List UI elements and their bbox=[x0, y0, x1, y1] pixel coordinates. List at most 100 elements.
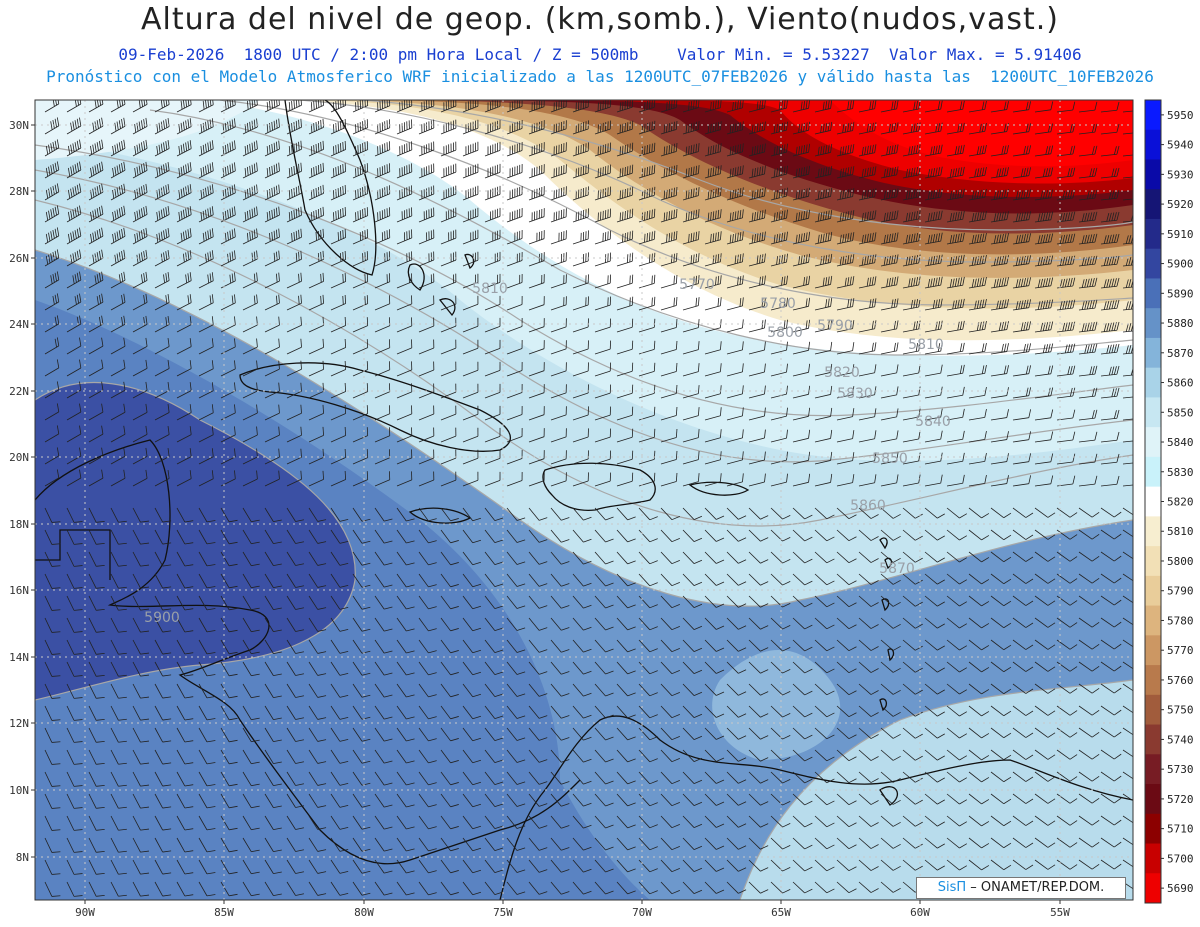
wind-barb bbox=[836, 573, 857, 586]
wind-barb bbox=[572, 208, 589, 223]
wind-barb bbox=[572, 551, 592, 565]
wind-barb bbox=[638, 100, 656, 113]
wind-barb bbox=[770, 749, 791, 762]
wind-barb bbox=[836, 122, 855, 135]
wind-barb bbox=[616, 727, 636, 741]
wind-barb bbox=[946, 232, 965, 245]
wind-barb bbox=[440, 295, 457, 311]
wind-barb bbox=[858, 815, 879, 827]
wind-barb bbox=[792, 507, 813, 520]
wind-barb bbox=[814, 617, 835, 630]
colorbar-label: 5850 bbox=[1167, 406, 1194, 419]
wind-barb bbox=[264, 595, 282, 611]
wind-barb bbox=[198, 470, 214, 487]
wind-barb bbox=[176, 617, 194, 633]
wind-barb bbox=[990, 573, 1012, 585]
wind-barb bbox=[704, 429, 722, 443]
wind-barb bbox=[110, 639, 127, 655]
wind-barb bbox=[374, 100, 391, 113]
wind-barb bbox=[814, 595, 835, 608]
wind-barb bbox=[1012, 365, 1032, 377]
model-run-subtitle: Pronóstico con el Modelo Atmosferico WRF… bbox=[46, 67, 1154, 86]
wind-barb bbox=[1122, 367, 1133, 377]
wind-barb bbox=[814, 319, 833, 333]
wind-barb bbox=[264, 573, 282, 589]
wind-barb bbox=[44, 815, 61, 831]
wind-barb bbox=[286, 206, 302, 223]
wind-barb bbox=[880, 727, 901, 739]
wind-barb bbox=[88, 639, 105, 655]
wind-barb bbox=[770, 771, 791, 784]
wind-barb bbox=[946, 507, 968, 519]
colorbar-swatch bbox=[1145, 397, 1161, 428]
wind-barb bbox=[528, 595, 548, 609]
wind-barb bbox=[748, 165, 766, 179]
wind-barb bbox=[594, 881, 614, 895]
wind-barb bbox=[308, 338, 324, 355]
lat-tick-label: 30N bbox=[9, 119, 29, 132]
wind-barb bbox=[506, 837, 526, 851]
contour-label: 5840 bbox=[915, 414, 951, 430]
wind-barb bbox=[1056, 749, 1078, 760]
wind-barb bbox=[660, 749, 680, 763]
wind-barb bbox=[726, 881, 747, 894]
wind-barb bbox=[506, 859, 526, 873]
wind-barb bbox=[550, 208, 567, 223]
lat-tick-label: 18N bbox=[9, 518, 29, 531]
geopotential-shading bbox=[35, 100, 1133, 900]
wind-barb bbox=[748, 407, 766, 421]
wind-barb bbox=[1078, 837, 1100, 848]
wind-barb bbox=[330, 448, 347, 465]
wind-barb bbox=[770, 639, 791, 652]
wind-barb bbox=[682, 319, 700, 333]
wind-barb bbox=[110, 661, 127, 677]
wind-barb bbox=[176, 705, 194, 721]
wind-barb bbox=[198, 404, 214, 421]
wind-barb bbox=[220, 617, 238, 633]
wind-barb bbox=[440, 881, 459, 896]
wind-barb bbox=[902, 683, 923, 695]
wind-barb bbox=[660, 450, 678, 465]
wind-barb bbox=[1078, 233, 1098, 245]
wind-barb bbox=[704, 639, 725, 652]
wind-barb bbox=[1034, 233, 1054, 245]
wind-barb bbox=[770, 429, 788, 443]
wind-barb bbox=[44, 100, 60, 113]
wind-barb bbox=[572, 727, 592, 741]
wind-barb bbox=[484, 683, 504, 697]
wind-barb bbox=[572, 384, 589, 399]
lat-tick-label: 12N bbox=[9, 717, 29, 730]
wind-barb bbox=[660, 837, 680, 851]
wind-barb bbox=[506, 274, 523, 289]
wind-barb bbox=[220, 184, 236, 201]
wind-barb bbox=[682, 407, 700, 421]
wind-barb bbox=[66, 100, 82, 113]
wind-barb bbox=[968, 386, 987, 399]
wind-barb bbox=[176, 250, 192, 267]
wind-barb bbox=[88, 749, 105, 765]
wind-barb bbox=[924, 815, 945, 827]
wind-barb bbox=[440, 705, 459, 720]
wind-barb bbox=[154, 837, 172, 853]
wind-barb bbox=[946, 749, 968, 761]
wind-barb bbox=[1012, 837, 1034, 848]
wind-barb bbox=[638, 529, 658, 543]
wind-barb bbox=[704, 231, 722, 245]
wind-barb bbox=[198, 250, 214, 267]
wind-barb bbox=[792, 837, 813, 850]
wind-barb bbox=[286, 360, 302, 377]
wind-barb bbox=[44, 337, 60, 355]
wind-barb bbox=[924, 617, 945, 629]
wind-barb bbox=[66, 507, 83, 523]
wind-barb bbox=[1078, 343, 1098, 355]
wind-barb bbox=[1056, 793, 1078, 804]
colorbar-swatch bbox=[1145, 724, 1161, 755]
wind-barb bbox=[220, 815, 238, 831]
wind-barb bbox=[814, 100, 833, 113]
wind-barb bbox=[770, 121, 788, 135]
wind-barb bbox=[836, 254, 855, 267]
wind-barb bbox=[286, 529, 305, 544]
wind-barb bbox=[264, 793, 282, 809]
wind-barb bbox=[198, 316, 214, 333]
wind-barb bbox=[660, 100, 678, 113]
